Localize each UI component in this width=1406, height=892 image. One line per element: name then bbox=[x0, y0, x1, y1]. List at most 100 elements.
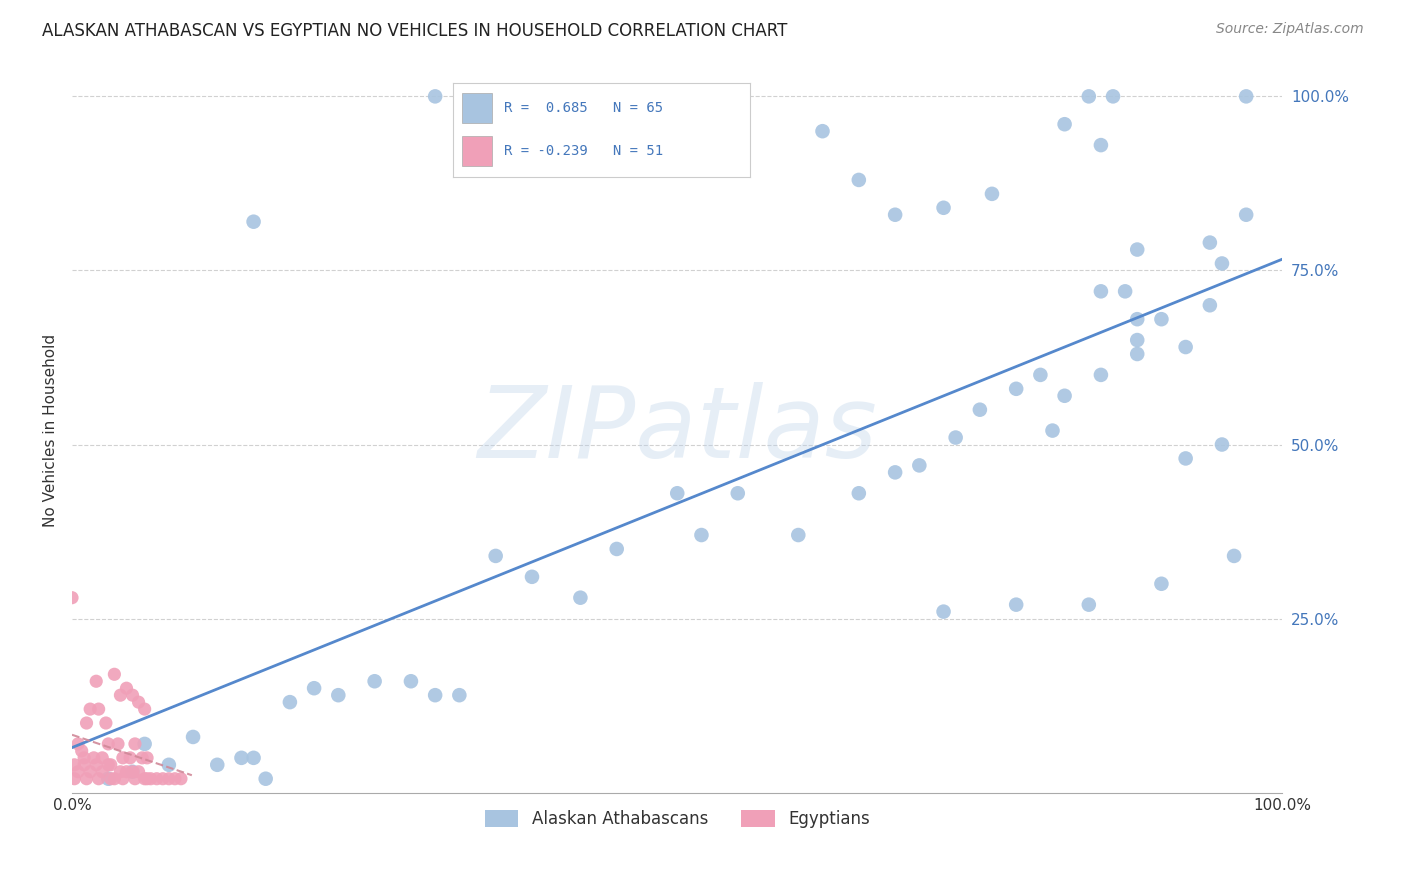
Point bbox=[1102, 89, 1125, 103]
Point bbox=[1198, 235, 1220, 250]
Point bbox=[328, 688, 350, 702]
Point bbox=[884, 466, 907, 480]
Point bbox=[811, 124, 834, 138]
Point bbox=[107, 737, 129, 751]
Point bbox=[124, 737, 146, 751]
Point bbox=[76, 772, 98, 786]
Point bbox=[1029, 368, 1052, 382]
Point bbox=[207, 757, 229, 772]
Point bbox=[1053, 117, 1076, 131]
Point bbox=[110, 688, 132, 702]
Point bbox=[969, 402, 991, 417]
Point bbox=[1090, 285, 1112, 299]
Point bbox=[136, 772, 159, 786]
Point bbox=[569, 591, 592, 605]
Point bbox=[67, 764, 90, 779]
Point bbox=[67, 737, 90, 751]
Point bbox=[932, 605, 955, 619]
Point bbox=[76, 716, 98, 731]
Text: ZIPatlas: ZIPatlas bbox=[477, 382, 877, 479]
Point bbox=[134, 772, 156, 786]
Point bbox=[60, 591, 83, 605]
Point bbox=[908, 458, 931, 473]
Point bbox=[1077, 89, 1099, 103]
Point bbox=[1234, 208, 1257, 222]
Point bbox=[73, 757, 96, 772]
Point bbox=[981, 186, 1004, 201]
Point bbox=[145, 772, 167, 786]
Point bbox=[121, 764, 143, 779]
Point bbox=[727, 486, 749, 500]
Point bbox=[278, 695, 301, 709]
Point bbox=[70, 744, 93, 758]
Point bbox=[884, 208, 907, 222]
Point bbox=[1223, 549, 1246, 563]
Point bbox=[152, 772, 174, 786]
Point bbox=[111, 751, 134, 765]
Point bbox=[63, 772, 86, 786]
Point bbox=[134, 737, 156, 751]
Point bbox=[128, 695, 150, 709]
Text: Source: ZipAtlas.com: Source: ZipAtlas.com bbox=[1216, 22, 1364, 37]
Point bbox=[1090, 368, 1112, 382]
Point bbox=[1234, 89, 1257, 103]
Point bbox=[111, 772, 134, 786]
Point bbox=[163, 772, 186, 786]
Point bbox=[91, 764, 114, 779]
Point bbox=[1005, 598, 1028, 612]
Point bbox=[1077, 598, 1099, 612]
Point bbox=[115, 681, 138, 696]
Point bbox=[945, 431, 967, 445]
Point bbox=[242, 751, 264, 765]
Point bbox=[1114, 285, 1136, 299]
Point bbox=[690, 528, 713, 542]
Point bbox=[423, 688, 446, 702]
Point bbox=[1005, 382, 1028, 396]
Point bbox=[520, 570, 543, 584]
Point bbox=[157, 757, 180, 772]
Point bbox=[100, 757, 122, 772]
Point bbox=[1126, 333, 1149, 347]
Legend: Alaskan Athabascans, Egyptians: Alaskan Athabascans, Egyptians bbox=[478, 804, 876, 835]
Point bbox=[1090, 138, 1112, 153]
Point bbox=[1198, 298, 1220, 312]
Point bbox=[157, 772, 180, 786]
Point bbox=[97, 757, 120, 772]
Point bbox=[139, 772, 162, 786]
Point bbox=[485, 549, 508, 563]
Point bbox=[103, 772, 125, 786]
Point bbox=[124, 772, 146, 786]
Point bbox=[787, 528, 810, 542]
Point bbox=[1211, 437, 1233, 451]
Point bbox=[1126, 243, 1149, 257]
Point bbox=[606, 541, 628, 556]
Point bbox=[94, 716, 117, 731]
Point bbox=[110, 764, 132, 779]
Point bbox=[136, 751, 159, 765]
Point bbox=[87, 702, 110, 716]
Point bbox=[121, 764, 143, 779]
Point bbox=[932, 201, 955, 215]
Point bbox=[1174, 451, 1197, 466]
Point bbox=[1053, 389, 1076, 403]
Point bbox=[73, 751, 96, 765]
Point bbox=[363, 674, 385, 689]
Point bbox=[242, 215, 264, 229]
Point bbox=[83, 751, 105, 765]
Point bbox=[449, 688, 471, 702]
Point bbox=[134, 702, 156, 716]
Point bbox=[181, 730, 204, 744]
Point bbox=[848, 173, 870, 187]
Point bbox=[128, 764, 150, 779]
Point bbox=[1126, 312, 1149, 326]
Point bbox=[121, 688, 143, 702]
Point bbox=[120, 751, 142, 765]
Point bbox=[115, 764, 138, 779]
Point bbox=[131, 751, 153, 765]
Point bbox=[84, 674, 107, 689]
Point bbox=[423, 89, 446, 103]
Point bbox=[231, 751, 253, 765]
Point bbox=[97, 772, 120, 786]
Point bbox=[254, 772, 277, 786]
Point bbox=[848, 486, 870, 500]
